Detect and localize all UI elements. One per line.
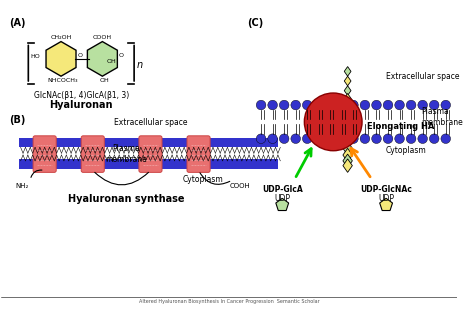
Circle shape: [337, 134, 346, 144]
Circle shape: [279, 134, 289, 144]
Circle shape: [360, 134, 370, 144]
Text: n: n: [137, 60, 143, 70]
Text: GlcNAc(β1, 4)GlcA(β1, 3): GlcNAc(β1, 4)GlcA(β1, 3): [34, 91, 129, 100]
Text: COOH: COOH: [229, 183, 250, 189]
FancyBboxPatch shape: [18, 138, 278, 147]
Text: O: O: [78, 53, 83, 58]
Text: Extracellular space: Extracellular space: [386, 72, 460, 81]
Circle shape: [291, 134, 301, 144]
Circle shape: [383, 134, 393, 144]
Circle shape: [302, 134, 312, 144]
Circle shape: [314, 134, 324, 144]
Circle shape: [406, 134, 416, 144]
Circle shape: [326, 100, 335, 110]
Circle shape: [268, 134, 277, 144]
Circle shape: [383, 100, 393, 110]
Circle shape: [337, 100, 346, 110]
Circle shape: [418, 134, 428, 144]
Polygon shape: [46, 42, 76, 76]
Circle shape: [291, 100, 301, 110]
Text: (C): (C): [246, 18, 263, 28]
Text: UDP-GlcNAc: UDP-GlcNAc: [360, 185, 412, 194]
Text: OH: OH: [100, 78, 109, 83]
Circle shape: [441, 100, 451, 110]
Circle shape: [441, 134, 451, 144]
Circle shape: [268, 100, 277, 110]
Text: CH₂OH: CH₂OH: [50, 35, 72, 40]
Text: (A): (A): [9, 18, 26, 28]
Text: NHCOCH₃: NHCOCH₃: [48, 78, 78, 83]
Circle shape: [348, 134, 358, 144]
Polygon shape: [343, 132, 352, 146]
Text: HO: HO: [30, 54, 40, 59]
Text: UDP: UDP: [378, 193, 394, 203]
Circle shape: [314, 100, 324, 110]
Text: Cytoplasm: Cytoplasm: [183, 175, 224, 184]
Text: UDP: UDP: [274, 193, 290, 203]
Polygon shape: [343, 159, 352, 172]
Text: UDP-GlcA: UDP-GlcA: [262, 185, 302, 194]
Circle shape: [360, 100, 370, 110]
Text: Elongating HA: Elongating HA: [367, 122, 434, 131]
Polygon shape: [343, 122, 352, 136]
Text: NH₂: NH₂: [16, 183, 29, 189]
Text: Plasma
membrane: Plasma membrane: [422, 107, 464, 127]
Circle shape: [395, 100, 404, 110]
Text: Hyaluronan: Hyaluronan: [49, 100, 113, 110]
Circle shape: [406, 100, 416, 110]
Ellipse shape: [304, 93, 362, 151]
Circle shape: [395, 134, 404, 144]
Text: O: O: [118, 53, 124, 58]
Text: COOH: COOH: [93, 35, 112, 40]
FancyBboxPatch shape: [18, 159, 278, 168]
Circle shape: [418, 100, 428, 110]
Polygon shape: [343, 113, 352, 126]
Polygon shape: [343, 148, 352, 162]
FancyBboxPatch shape: [139, 136, 162, 172]
Circle shape: [302, 100, 312, 110]
Polygon shape: [87, 42, 118, 76]
Polygon shape: [343, 94, 352, 107]
Circle shape: [372, 100, 381, 110]
Polygon shape: [343, 154, 352, 167]
Circle shape: [256, 100, 266, 110]
Polygon shape: [344, 86, 351, 95]
Polygon shape: [344, 76, 351, 86]
Circle shape: [348, 100, 358, 110]
Text: Cytoplasm: Cytoplasm: [386, 146, 427, 155]
FancyBboxPatch shape: [33, 136, 56, 172]
Text: Plasma
membrane: Plasma membrane: [106, 144, 147, 164]
Text: OH: OH: [106, 59, 116, 64]
Polygon shape: [276, 198, 289, 211]
Circle shape: [429, 100, 439, 110]
Text: (B): (B): [9, 115, 26, 125]
Circle shape: [326, 134, 335, 144]
FancyBboxPatch shape: [81, 136, 104, 172]
Text: Hyaluronan synthase: Hyaluronan synthase: [68, 193, 185, 203]
Polygon shape: [344, 67, 351, 76]
Polygon shape: [380, 198, 392, 211]
FancyBboxPatch shape: [187, 136, 210, 172]
Text: Altered Hyaluronan Biosynthesis In Cancer Progression  Semantic Scholar: Altered Hyaluronan Biosynthesis In Cance…: [139, 299, 319, 304]
Circle shape: [372, 134, 381, 144]
Polygon shape: [343, 141, 352, 155]
Circle shape: [429, 134, 439, 144]
Circle shape: [279, 100, 289, 110]
Circle shape: [256, 134, 266, 144]
Text: Extracellular space: Extracellular space: [114, 118, 187, 126]
Polygon shape: [343, 103, 352, 116]
